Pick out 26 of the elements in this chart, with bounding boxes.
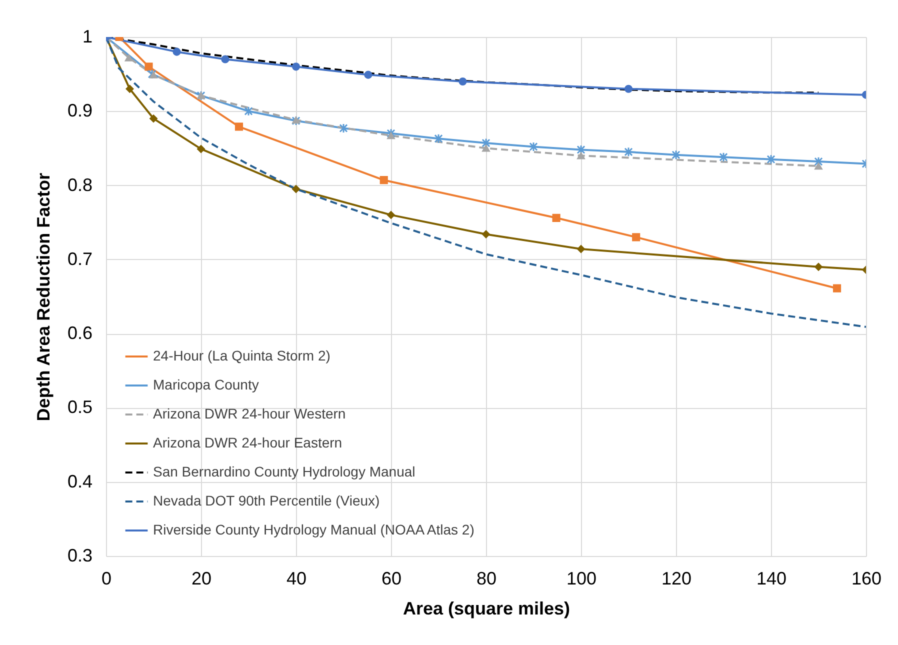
legend-label: 24-Hour (La Quinta Storm 2): [153, 348, 330, 364]
legend-label: Maricopa County: [153, 376, 259, 392]
x-tick-label: 0: [101, 568, 112, 588]
y-tick-label: 0.9: [67, 100, 92, 121]
y-tick-label: 1: [82, 26, 92, 46]
x-tick-label: 60: [381, 568, 402, 588]
x-tick-label: 100: [566, 568, 597, 588]
x-tick-label: 140: [756, 568, 787, 588]
y-tick-label: 0.8: [67, 174, 92, 195]
x-tick-label: 80: [476, 568, 497, 588]
legend-label: Arizona DWR 24-hour Eastern: [153, 434, 342, 450]
y-axis-title: Depth Area Reduction Factor: [33, 172, 54, 422]
legend-label: Riverside County Hydrology Manual (NOAA Atlas 2): [153, 522, 474, 538]
legend-label: Nevada DOT 90th Percentile (Vieux): [153, 492, 380, 508]
y-tick-label: 0.6: [67, 323, 92, 344]
x-axis-title: Area (square miles): [402, 598, 570, 618]
x-tick-label: 120: [661, 568, 692, 588]
x-tick-label: 20: [191, 568, 212, 588]
legend-label: Arizona DWR 24-hour Western: [153, 406, 346, 422]
legend-label: San Bernardino County Hydrology Manual: [153, 464, 416, 480]
x-tick-label: 160: [851, 568, 882, 588]
y-tick-label: 0.3: [67, 546, 92, 566]
x-tick-label: 40: [286, 568, 307, 588]
y-tick-label: 0.4: [67, 471, 92, 492]
y-tick-label: 0.5: [67, 397, 92, 418]
y-tick-label: 0.7: [67, 248, 92, 269]
